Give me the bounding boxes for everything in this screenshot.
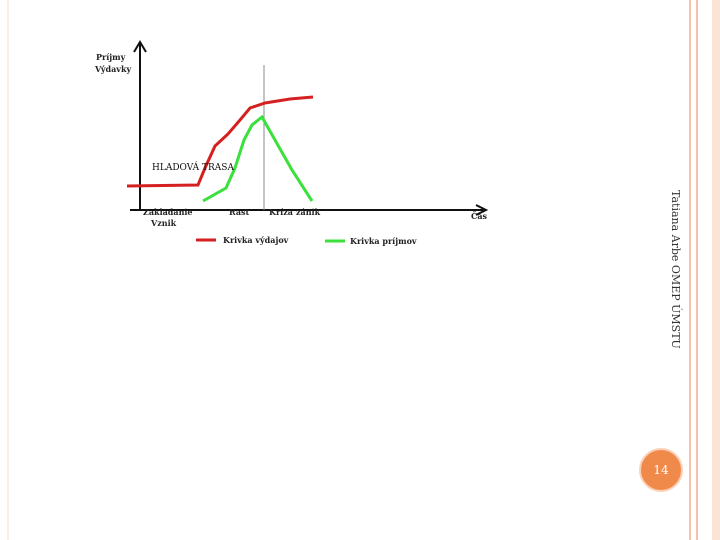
x-label: Vznik <box>150 218 177 228</box>
frame-band <box>712 0 720 540</box>
y-axis-label: Výdavky <box>94 64 132 74</box>
y-axis-arrow <box>133 40 147 53</box>
page-number-badge <box>639 448 683 492</box>
annotation: HLADOVÁ TRASA <box>152 161 234 173</box>
expense-curve <box>126 95 314 188</box>
income-curve <box>202 114 314 203</box>
x-label: Zakladanie <box>143 207 193 217</box>
author: Tatiana Arbe OMEP ÚMSTU <box>669 190 683 349</box>
page-number: 14 <box>653 463 669 477</box>
x-label: zánik <box>296 207 321 217</box>
x-axis-label: Čas <box>471 211 488 221</box>
y-axis-label: Príjmy <box>96 52 126 62</box>
x-label: Kríza <box>269 207 293 217</box>
x-axis-arrow <box>475 204 489 216</box>
x-label: Rast <box>229 207 250 217</box>
legend-label: Krivka výdajov <box>223 235 289 245</box>
legend-label: Krivka príjmov <box>350 236 417 246</box>
